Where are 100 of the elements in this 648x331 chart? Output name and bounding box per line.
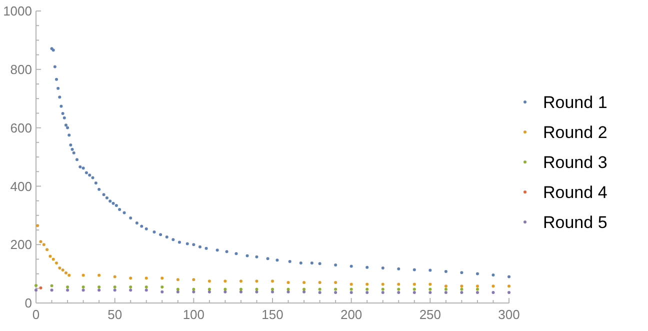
x-tick-label: 50 (108, 307, 122, 322)
point (113, 285, 116, 288)
point (302, 288, 306, 291)
point (39, 240, 42, 244)
point (476, 288, 479, 291)
point (286, 290, 290, 294)
point (50, 284, 54, 288)
point (397, 288, 400, 291)
point (271, 288, 274, 291)
point (34, 288, 38, 292)
point (397, 282, 400, 286)
point (428, 282, 432, 286)
point (286, 288, 290, 291)
point (428, 290, 432, 294)
point (82, 285, 85, 288)
y-tick-label: 400 (10, 178, 32, 194)
x-tick-label: 100 (182, 307, 205, 322)
point (318, 288, 322, 291)
point (271, 280, 274, 283)
point (460, 290, 464, 294)
point (444, 284, 448, 288)
point (176, 290, 180, 294)
point (460, 284, 464, 288)
point (208, 280, 211, 283)
y-tick-label: 600 (10, 120, 32, 136)
point (239, 290, 242, 294)
point (36, 224, 40, 228)
point (176, 288, 180, 291)
point (144, 276, 148, 280)
point (98, 288, 101, 292)
point (255, 290, 258, 294)
point (208, 290, 211, 294)
y-tick-label: 800 (10, 62, 32, 77)
point (460, 288, 464, 291)
point (176, 278, 180, 282)
point (54, 261, 58, 264)
point (444, 288, 448, 291)
point (129, 288, 132, 292)
legend-label: Round 1 (543, 92, 608, 112)
point (224, 280, 227, 283)
point (444, 290, 448, 294)
legend-label: Round 5 (543, 212, 608, 232)
point (366, 282, 369, 286)
point (98, 285, 101, 288)
point (366, 288, 369, 291)
point (255, 280, 258, 283)
point (144, 288, 148, 292)
point (160, 276, 164, 280)
point (58, 266, 62, 270)
legend-label: Round 3 (543, 152, 608, 172)
point (224, 290, 227, 294)
point (64, 271, 68, 274)
y-tick-label: 200 (10, 237, 32, 252)
point (113, 288, 116, 292)
point (412, 282, 416, 286)
y-tick-label: 0 (24, 296, 32, 311)
point (492, 290, 495, 294)
point (48, 254, 52, 258)
point (476, 290, 479, 294)
point (82, 274, 85, 277)
point (34, 284, 38, 287)
point (129, 285, 132, 288)
x-tick-label: 200 (340, 307, 362, 322)
point (271, 290, 274, 294)
point (350, 290, 353, 294)
point (52, 258, 55, 261)
point (508, 290, 510, 294)
point (286, 281, 290, 284)
x-tick-label: 150 (262, 307, 284, 322)
point (318, 290, 322, 294)
point (192, 278, 196, 282)
point (397, 290, 400, 294)
x-tick-label: 300 (498, 307, 520, 322)
point (255, 288, 258, 291)
point (192, 290, 196, 294)
y-tick-label: 1000 (3, 4, 32, 19)
point (239, 280, 242, 283)
point (334, 290, 338, 294)
point (61, 268, 64, 272)
legend-label: Round 4 (543, 182, 608, 202)
point (50, 288, 54, 292)
point (381, 288, 384, 291)
point (160, 285, 164, 288)
point (46, 248, 49, 252)
point (381, 290, 384, 294)
point (381, 282, 384, 286)
legend-label: Round 2 (543, 122, 608, 142)
point (42, 243, 46, 246)
point (113, 275, 116, 278)
point (224, 288, 227, 291)
point (98, 274, 101, 277)
point (192, 288, 196, 291)
point (82, 288, 85, 292)
point (66, 288, 70, 292)
point (239, 288, 242, 291)
point (428, 288, 432, 291)
point (68, 274, 71, 277)
point (129, 276, 132, 280)
point (160, 290, 164, 294)
point (318, 281, 322, 284)
